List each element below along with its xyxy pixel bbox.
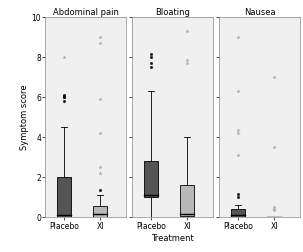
Bar (231, 209, 245, 217)
Y-axis label: Symptom score: Symptom score (20, 84, 29, 150)
Title: Abdominal pain: Abdominal pain (53, 8, 119, 17)
Title: Nausea: Nausea (244, 8, 275, 17)
Bar (93, 206, 107, 217)
X-axis label: Treatment: Treatment (151, 233, 194, 242)
Bar (144, 161, 158, 197)
Bar (57, 177, 71, 217)
Title: Bloating: Bloating (155, 8, 190, 17)
Bar (180, 185, 194, 216)
